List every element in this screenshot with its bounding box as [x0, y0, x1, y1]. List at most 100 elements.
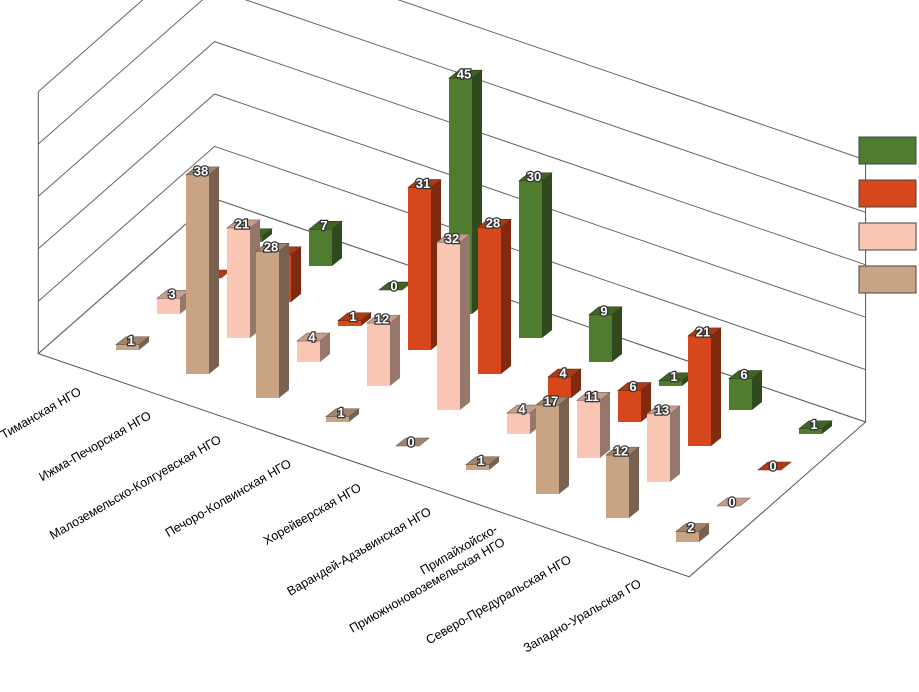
bar-side: [390, 315, 400, 386]
bar: [337, 312, 372, 326]
bar-side: [641, 382, 651, 422]
data-label: 21: [696, 324, 710, 339]
data-label: 11: [585, 389, 599, 404]
data-label: 9: [600, 303, 607, 318]
bar-side: [699, 523, 709, 542]
bar-top: [716, 497, 751, 507]
data-label: 38: [194, 163, 208, 178]
bar-front: [408, 187, 431, 350]
bar-top: [757, 461, 792, 471]
bar-side: [629, 447, 639, 518]
bar: [395, 437, 430, 447]
data-label: 1: [127, 333, 134, 348]
bar-top: [477, 218, 512, 228]
bar-front: [799, 428, 822, 434]
bar: [535, 396, 570, 494]
bar: [728, 370, 763, 410]
bar-front: [437, 242, 460, 410]
data-label: 28: [486, 216, 500, 231]
bar-top: [605, 446, 640, 456]
bar-top: [325, 408, 360, 418]
bar-side: [279, 243, 289, 398]
bar: [757, 461, 792, 471]
bar-top: [308, 221, 343, 230]
bar: [646, 405, 681, 482]
bar-top: [675, 523, 710, 532]
bar-side: [670, 405, 680, 482]
bar-front: [338, 320, 361, 326]
bar-top: [115, 336, 150, 346]
bar-front: [466, 464, 489, 470]
bar-front: [688, 335, 711, 446]
data-label: 1: [337, 405, 344, 420]
grid-line: [37, 41, 866, 266]
x-tick-label: Хорейверская НГО: [261, 480, 364, 547]
bar-front: [297, 341, 320, 362]
data-label: 4: [518, 401, 526, 416]
bar: [547, 368, 582, 398]
bar-side: [460, 234, 470, 410]
bar-top: [576, 392, 611, 401]
data-label: 31: [416, 176, 430, 191]
bar: [576, 392, 611, 458]
x-tick-label: Малоземельско-Колгуевская НГО: [47, 432, 224, 542]
bar: [325, 408, 360, 422]
bar-top: [185, 166, 220, 176]
legend-swatch: [858, 222, 917, 251]
bar-front: [309, 229, 332, 266]
bar-front: [606, 455, 629, 518]
bar-front: [577, 400, 600, 458]
bar-front: [618, 390, 641, 422]
bar-front: [116, 344, 139, 350]
bar-side: [320, 333, 330, 362]
data-label: 28: [264, 240, 278, 255]
bar-front: [676, 531, 699, 542]
grid-line: [37, 0, 866, 213]
data-label: 1: [810, 417, 817, 432]
data-label: 21: [235, 216, 249, 231]
data-label: 45: [457, 67, 471, 82]
bar: [296, 332, 331, 362]
bar-top: [448, 69, 483, 79]
data-label: 13: [655, 402, 669, 417]
bar-top: [646, 405, 681, 415]
bar: [226, 219, 261, 338]
bar-side: [600, 392, 610, 458]
data-label: 6: [629, 379, 636, 394]
data-label: 2: [687, 520, 694, 535]
legend-swatch: [858, 179, 917, 208]
data-label: 17: [544, 393, 558, 408]
bar: [588, 306, 623, 362]
bar-top: [588, 306, 623, 316]
bar-front: [647, 413, 670, 482]
data-label: 1: [477, 453, 484, 468]
bar-side: [752, 370, 762, 410]
bar: [506, 404, 541, 434]
bar-top: [366, 314, 401, 324]
bar-top: [407, 179, 442, 188]
data-label: 0: [728, 494, 735, 509]
bar-front: [367, 323, 390, 386]
bar-side: [139, 336, 149, 350]
bar-top: [547, 368, 582, 378]
grid-line: [37, 0, 866, 161]
bar-front: [478, 227, 501, 374]
bar: [255, 242, 290, 398]
data-label: 1: [670, 369, 677, 384]
data-label: 32: [445, 231, 459, 246]
bar-side: [542, 172, 552, 338]
bar: [308, 221, 343, 266]
bar-top: [687, 327, 722, 337]
data-label: 4: [559, 365, 567, 380]
bar-side: [822, 420, 832, 434]
x-tick-label: Тиманская НГО: [0, 384, 84, 442]
bar-front: [256, 251, 279, 398]
data-label: 1: [349, 309, 356, 324]
bar-front: [507, 413, 530, 434]
bar: [687, 327, 722, 446]
data-label: 12: [375, 312, 389, 327]
bar-top: [255, 242, 290, 252]
bar: [716, 497, 751, 507]
bar: [605, 446, 640, 518]
